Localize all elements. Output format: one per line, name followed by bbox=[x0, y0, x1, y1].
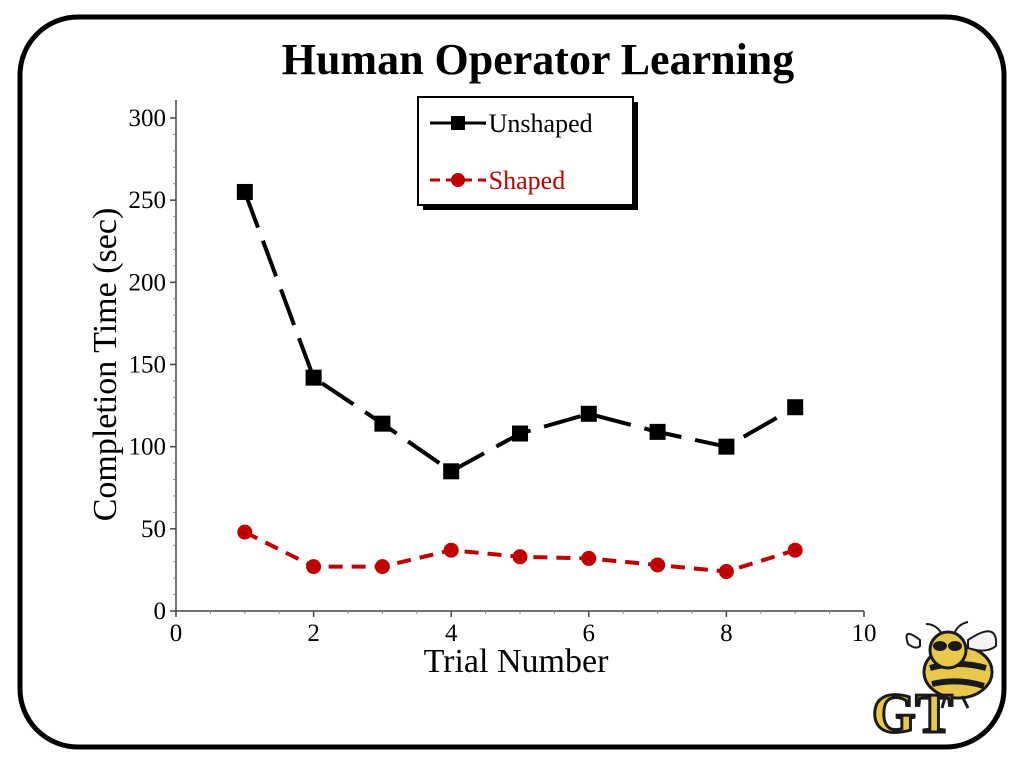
y-tick-label-250: 250 bbox=[129, 187, 167, 214]
legend-item-shaped: ·Shaped bbox=[430, 166, 565, 195]
x-tick-label-0: 0 bbox=[170, 620, 183, 647]
data-point bbox=[649, 423, 666, 440]
data-point bbox=[443, 463, 460, 480]
data-point bbox=[305, 369, 322, 386]
x-axis-label: Trial Number bbox=[424, 643, 609, 680]
legend-label: ·Shaped bbox=[480, 166, 565, 195]
logo-letters: GT bbox=[872, 683, 953, 745]
legend-marker bbox=[451, 173, 465, 187]
data-point bbox=[374, 415, 391, 432]
y-tick-label-0: 0 bbox=[154, 598, 167, 625]
data-point bbox=[512, 549, 528, 565]
data-point bbox=[306, 559, 322, 575]
series-layer bbox=[236, 183, 804, 580]
data-point bbox=[718, 564, 734, 580]
legend: ·Unshaped ·Shaped bbox=[417, 96, 638, 210]
data-point bbox=[580, 405, 597, 422]
series-shaped bbox=[237, 524, 803, 580]
legend-label: ·Unshaped bbox=[480, 109, 593, 138]
slide-title: Human Operator Learning bbox=[281, 35, 795, 84]
data-point bbox=[581, 550, 597, 566]
x-tick-label-8: 8 bbox=[720, 620, 733, 647]
data-point bbox=[512, 425, 528, 442]
data-point bbox=[237, 524, 253, 540]
y-tick-label-150: 150 bbox=[129, 352, 167, 379]
axes: 0 50 100 150 200 250 300 0 2 4 6 8 10 Trial Number Com… bbox=[87, 100, 877, 680]
yellow-jacket-gt-logo: GT bbox=[871, 621, 998, 747]
data-point bbox=[718, 438, 735, 455]
x-tick-label-4: 4 bbox=[445, 620, 458, 647]
data-point bbox=[236, 183, 253, 200]
data-point bbox=[787, 542, 803, 558]
y-tick-label-300: 300 bbox=[129, 105, 167, 132]
x-tick-label-6: 6 bbox=[583, 620, 596, 647]
legend-marker bbox=[451, 116, 465, 130]
data-point bbox=[443, 542, 459, 558]
legend-box bbox=[417, 96, 634, 206]
data-point bbox=[374, 559, 390, 575]
y-tick-label-200: 200 bbox=[129, 269, 167, 296]
y-tick-label-100: 100 bbox=[129, 434, 167, 461]
x-tick-label-2: 2 bbox=[307, 620, 320, 647]
y-axis-label: Completion Time (sec) bbox=[87, 208, 124, 522]
x-tick-label-10: 10 bbox=[852, 620, 877, 647]
data-point bbox=[787, 399, 804, 416]
legend-item-unshaped: ·Unshaped bbox=[430, 109, 593, 138]
series-unshaped bbox=[236, 183, 804, 480]
y-tick-label-50: 50 bbox=[141, 516, 166, 543]
data-point bbox=[650, 557, 666, 573]
